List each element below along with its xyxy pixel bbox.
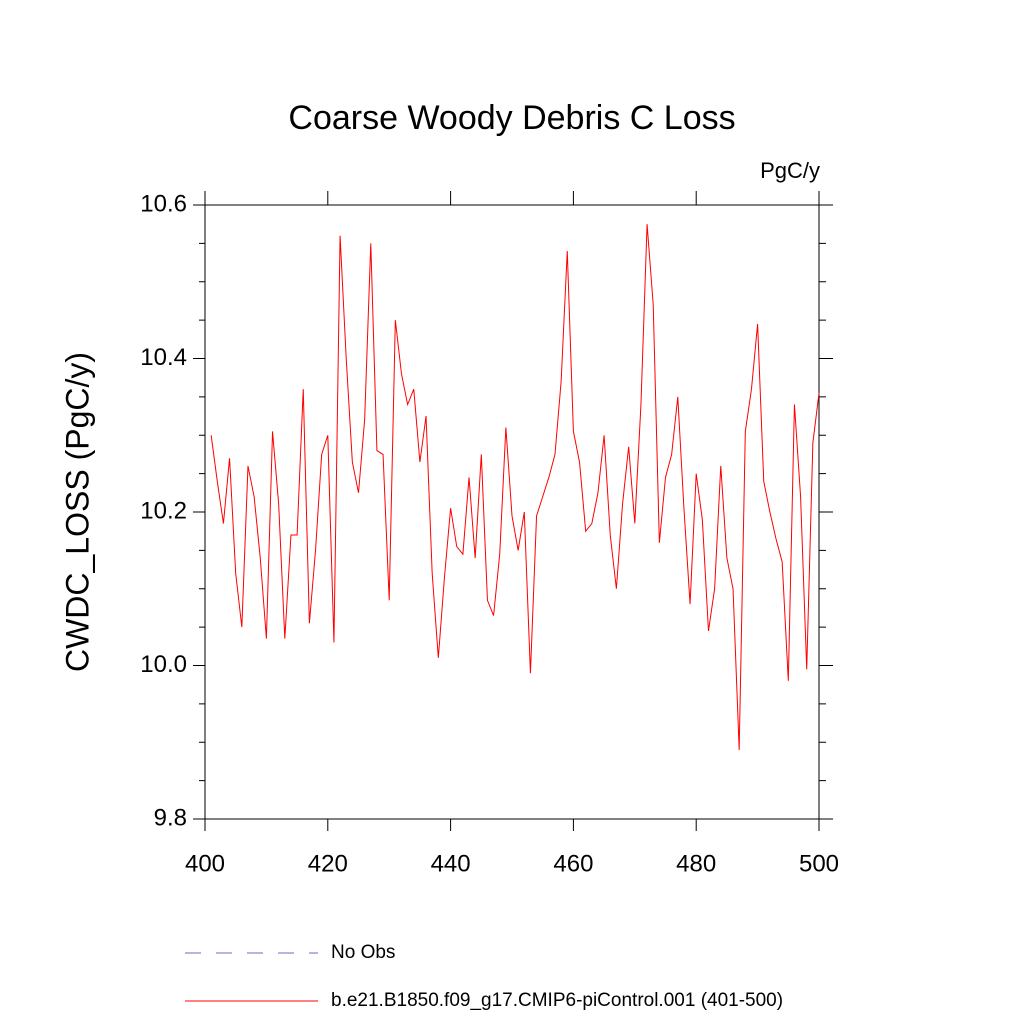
x-tick-label: 400 <box>185 850 225 877</box>
x-tick-label: 440 <box>431 850 471 877</box>
legend-label: No Obs <box>331 942 395 963</box>
legend-label: b.e21.B1850.f09_g17.CMIP6-piControl.001 … <box>331 990 783 1011</box>
units-label: PgC/y <box>760 158 820 183</box>
y-tick-label: 10.4 <box>140 344 187 371</box>
y-tick-label: 10.2 <box>140 497 187 524</box>
y-tick-label: 10.6 <box>140 190 187 217</box>
x-tick-label: 480 <box>676 850 716 877</box>
x-tick-label: 500 <box>799 850 839 877</box>
x-tick-label: 420 <box>308 850 348 877</box>
chart-title: Coarse Woody Debris C Loss <box>288 99 735 137</box>
data-line <box>210 224 820 750</box>
y-tick-label: 10.0 <box>140 651 187 678</box>
y-axis-label: CWDC_LOSS (PgC/y) <box>59 352 95 672</box>
x-tick-label: 460 <box>553 850 593 877</box>
y-tick-label: 9.8 <box>154 804 187 831</box>
